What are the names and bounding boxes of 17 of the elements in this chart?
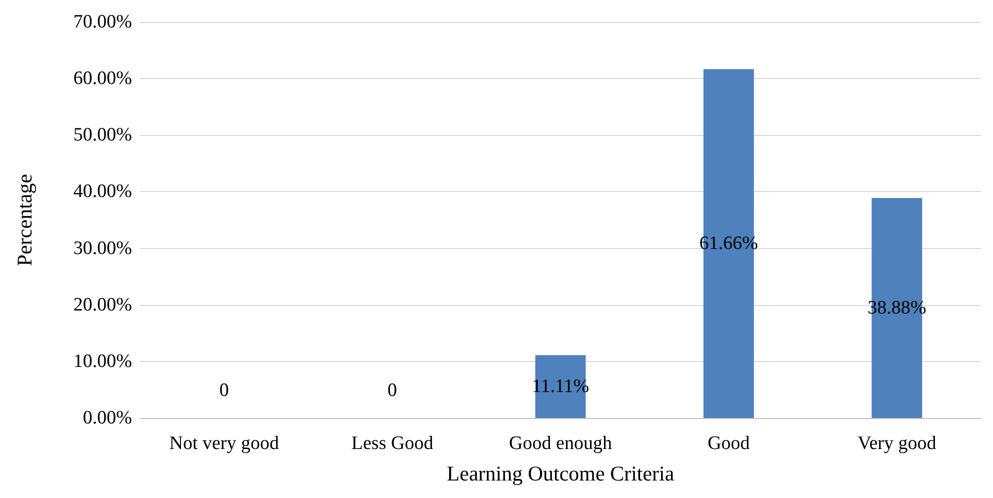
data-label: 0 [388, 380, 398, 401]
x-tick-label: Very good [858, 433, 937, 454]
x-tick-label: Good [708, 433, 750, 454]
y-tick-label: 20.00% [73, 294, 132, 316]
y-tick-label: 70.00% [73, 12, 132, 32]
x-tick-label: Not very good [169, 433, 280, 454]
y-tick-label: 0.00% [82, 408, 132, 428]
x-tick-label: Good enough [509, 433, 612, 454]
y-axis-title: Percentage [12, 174, 36, 266]
y-tick-label: 30.00% [73, 238, 132, 259]
x-axis-title: Learning Outcome Criteria [446, 462, 675, 486]
y-tick-label: 50.00% [73, 124, 132, 146]
y-tick-label: 60.00% [73, 68, 132, 90]
y-tick-label: 10.00% [73, 350, 132, 372]
x-tick-label: Less Good [351, 433, 434, 454]
y-tick-label: 40.00% [73, 181, 132, 202]
data-label: 0 [219, 380, 229, 401]
